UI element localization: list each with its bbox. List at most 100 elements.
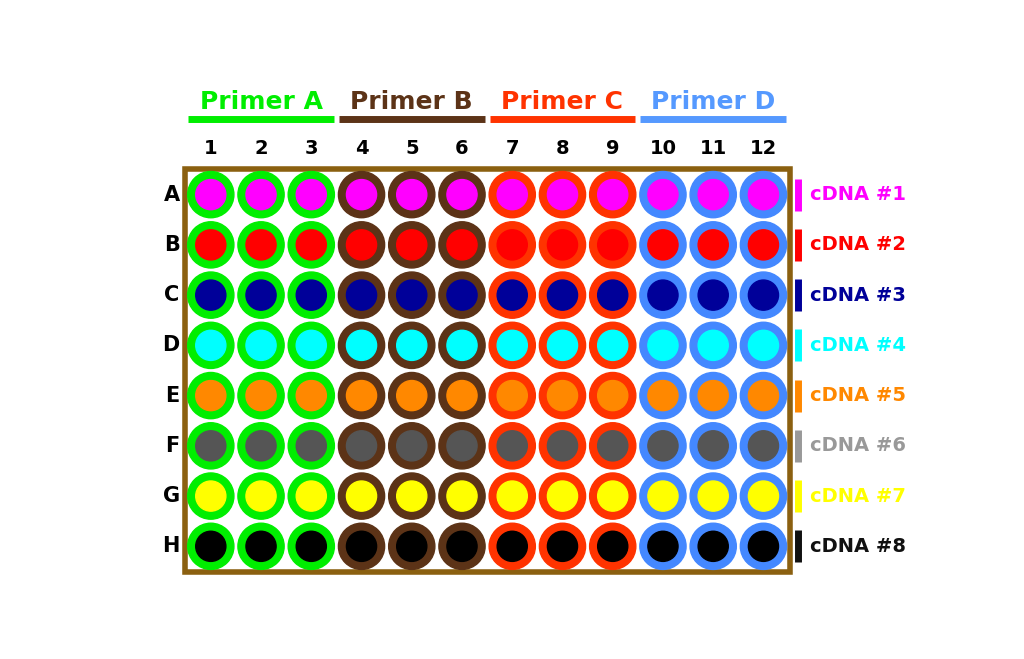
Circle shape [598,380,628,411]
Circle shape [389,422,435,469]
Circle shape [338,322,385,368]
Text: H: H [162,536,179,556]
Circle shape [690,523,736,569]
Text: 12: 12 [750,140,777,158]
Text: cDNA #2: cDNA #2 [810,235,905,254]
Circle shape [288,322,335,368]
Circle shape [187,422,233,469]
Circle shape [238,222,284,268]
Circle shape [698,531,728,561]
Circle shape [296,531,327,561]
Circle shape [698,280,728,310]
Circle shape [187,372,233,418]
Circle shape [740,473,786,519]
Circle shape [246,330,276,360]
Circle shape [246,179,276,210]
Circle shape [246,481,276,511]
Circle shape [446,431,477,461]
Circle shape [698,330,728,360]
Circle shape [489,222,536,268]
Circle shape [598,481,628,511]
Circle shape [648,330,678,360]
Text: 8: 8 [556,140,569,158]
Circle shape [598,431,628,461]
Circle shape [389,272,435,318]
Circle shape [439,322,485,368]
Circle shape [288,473,335,519]
Circle shape [296,481,327,511]
Circle shape [346,481,377,511]
Circle shape [640,523,686,569]
Circle shape [296,179,327,210]
Text: C: C [165,285,179,305]
Circle shape [598,179,628,210]
Circle shape [740,372,786,418]
Circle shape [698,230,728,260]
Text: Primer C: Primer C [502,90,624,114]
Circle shape [548,280,578,310]
Circle shape [740,322,786,368]
Circle shape [640,372,686,418]
Circle shape [338,372,385,418]
Circle shape [187,272,233,318]
Circle shape [749,330,778,360]
Circle shape [446,230,477,260]
Circle shape [288,372,335,418]
Circle shape [389,372,435,418]
Circle shape [196,230,226,260]
Circle shape [196,179,226,210]
Circle shape [338,272,385,318]
Text: cDNA #3: cDNA #3 [810,285,905,304]
Circle shape [396,481,427,511]
Circle shape [338,422,385,469]
Circle shape [439,523,485,569]
Circle shape [439,372,485,418]
Circle shape [690,422,736,469]
Circle shape [548,380,578,411]
Text: Primer D: Primer D [651,90,775,114]
Circle shape [338,473,385,519]
Circle shape [439,171,485,217]
Circle shape [246,280,276,310]
Circle shape [389,473,435,519]
Circle shape [498,481,527,511]
Circle shape [590,422,636,469]
Circle shape [288,222,335,268]
Circle shape [489,372,536,418]
Text: 5: 5 [404,140,419,158]
Circle shape [590,272,636,318]
Circle shape [346,280,377,310]
Circle shape [690,222,736,268]
Circle shape [498,280,527,310]
Circle shape [489,473,536,519]
Circle shape [540,171,586,217]
Circle shape [288,272,335,318]
Circle shape [196,280,226,310]
Text: 6: 6 [456,140,469,158]
Text: D: D [163,335,179,355]
Text: A: A [164,185,179,205]
Circle shape [740,523,786,569]
Circle shape [187,523,233,569]
Circle shape [489,422,536,469]
Circle shape [196,380,226,411]
Circle shape [740,222,786,268]
Circle shape [498,230,527,260]
Circle shape [238,372,284,418]
Circle shape [540,473,586,519]
Circle shape [446,330,477,360]
Circle shape [648,531,678,561]
Circle shape [489,171,536,217]
Text: 1: 1 [204,140,218,158]
Text: Primer B: Primer B [350,90,473,114]
Circle shape [648,179,678,210]
Circle shape [540,322,586,368]
Circle shape [439,272,485,318]
Circle shape [698,431,728,461]
Circle shape [749,230,778,260]
Text: 7: 7 [506,140,519,158]
Circle shape [648,280,678,310]
Circle shape [389,222,435,268]
Circle shape [346,230,377,260]
Bar [184,169,790,573]
